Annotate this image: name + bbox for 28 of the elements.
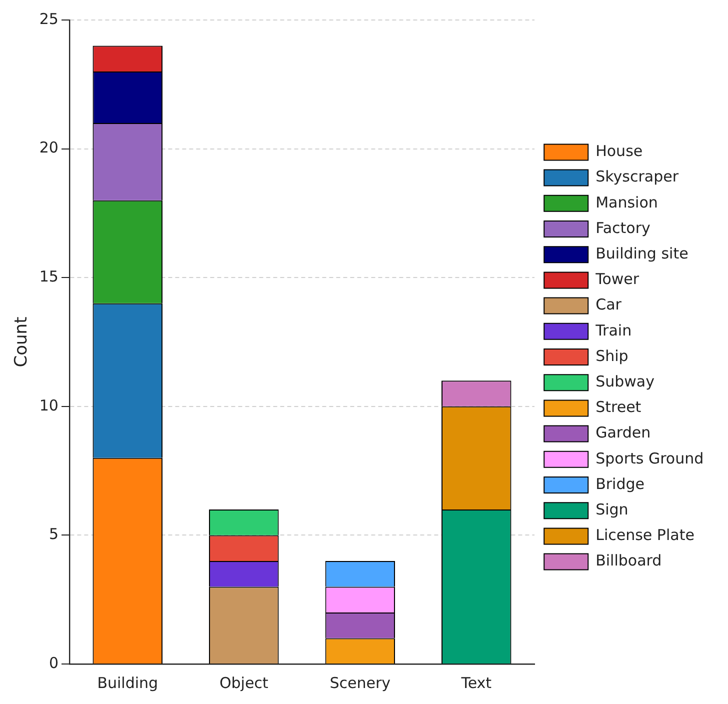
legend-label: Sign [596,500,628,518]
y-tick-label: 0 [48,654,58,672]
y-axis-title: Count [12,316,32,368]
legend-label: Garden [596,424,651,442]
legend-label: Train [594,321,632,340]
legend-label: License Plate [596,526,694,544]
legend-label: Tower [594,270,640,288]
legend-label: Subway [596,372,655,390]
x-tick-label: Text [460,674,492,692]
legend-label: Bridge [596,474,645,493]
y-tick-label: 15 [39,267,58,286]
legend-label: Car [596,296,622,314]
legend-label: Building site [596,244,688,262]
x-tick-label: Scenery [330,674,391,692]
legend-label: Street [596,398,642,416]
y-tick-label: 10 [39,396,58,414]
legend-label: Mansion [596,193,658,212]
legend-label: Factory [596,218,651,237]
legend-label: Sports Ground [596,449,704,468]
legend-label: Ship [596,346,628,365]
legend-label: Billboard [596,552,662,570]
legend-label: House [596,142,643,160]
y-tick-label: 20 [39,138,58,157]
y-tick-label: 25 [39,10,58,28]
legend-label: Skyscraper [596,168,680,186]
x-tick-label: Building [97,674,158,692]
y-tick-label: 5 [48,525,58,544]
x-tick-label: Object [219,674,268,692]
